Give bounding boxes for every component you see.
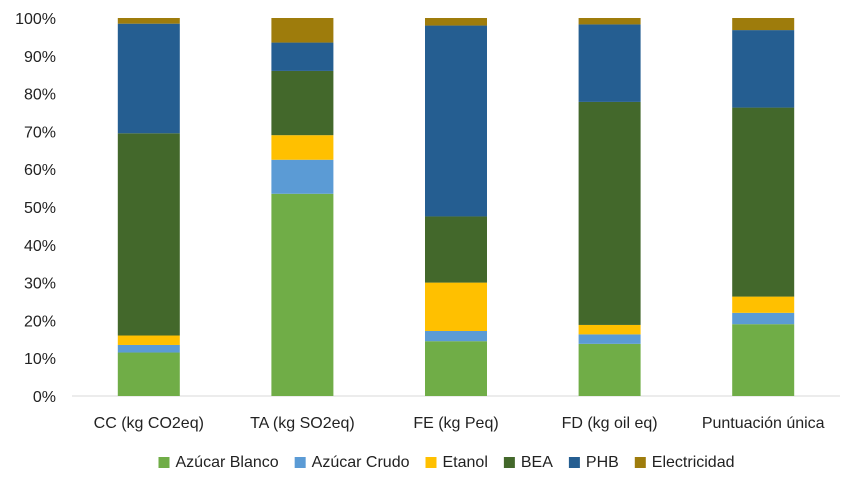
bar-segment: [271, 42, 334, 71]
bar-segment: [271, 70, 334, 136]
bar-stack: [117, 18, 180, 396]
legend-label: Azúcar Blanco: [176, 454, 279, 471]
y-tick-label: 100%: [15, 11, 56, 28]
bar-stack: [425, 18, 487, 396]
bar-segment: [425, 341, 487, 396]
bar-segment: [578, 334, 641, 344]
legend-swatch: [425, 457, 437, 468]
bar-segment: [425, 216, 487, 283]
bar-stack: [271, 18, 334, 396]
bar-segment: [271, 159, 334, 194]
bar-segment: [732, 30, 795, 108]
y-tick-label: 30%: [24, 276, 56, 293]
legend-swatch: [294, 457, 306, 468]
bar-segment: [578, 324, 641, 335]
legend-label: BEA: [521, 454, 553, 471]
y-tick-label: 80%: [24, 87, 56, 104]
bar-segment: [732, 324, 795, 396]
legend-item: Azúcar Crudo: [294, 454, 410, 471]
x-category-label: FD (kg oil eq): [562, 415, 658, 432]
y-tick-label: 70%: [24, 124, 56, 141]
bar-segment: [732, 296, 795, 313]
legend-swatch: [158, 457, 170, 468]
y-axis-tick-labels: 0% 10% 20% 30% 40% 50% 60% 70% 80% 90% 100%: [15, 11, 56, 406]
legend-label: Electricidad: [652, 454, 735, 471]
x-category-label: TA (kg SO2eq): [250, 415, 355, 432]
bar-segment: [117, 133, 180, 336]
legend-item: PHB: [568, 454, 619, 471]
legend-label: Azúcar Crudo: [312, 454, 410, 471]
bar-segment: [578, 24, 641, 102]
bar-segment: [117, 352, 180, 396]
legend-swatch: [634, 457, 646, 468]
legend-item: BEA: [503, 454, 553, 471]
legend-label: PHB: [586, 454, 619, 471]
bar-segment: [425, 25, 487, 217]
y-tick-label: 0%: [33, 389, 56, 406]
bar-segment: [117, 344, 180, 353]
y-tick-label: 60%: [24, 162, 56, 179]
bar-stack: [578, 18, 641, 396]
bar-stack: [732, 18, 795, 396]
bar-segment: [117, 18, 180, 24]
bar-segment: [271, 18, 334, 43]
bar-segment: [117, 335, 180, 345]
x-category-label: CC (kg CO2eq): [94, 415, 204, 432]
y-tick-label: 50%: [24, 200, 56, 217]
bar-segment: [578, 101, 641, 325]
bars-group: [117, 18, 795, 396]
x-category-label: Puntuación única: [702, 415, 825, 432]
bar-segment: [271, 193, 334, 396]
legend-label: Etanol: [443, 454, 488, 471]
bar-segment: [117, 23, 180, 134]
legend-item: Etanol: [425, 454, 488, 471]
bar-segment: [732, 18, 795, 31]
bar-segment: [425, 18, 487, 26]
bar-segment: [425, 330, 487, 342]
legend-swatch: [568, 457, 580, 468]
y-tick-label: 20%: [24, 313, 56, 330]
legend-item: Azúcar Blanco: [158, 454, 279, 471]
x-category-label: FE (kg Peq): [413, 415, 498, 432]
legend-item: Electricidad: [634, 454, 735, 471]
bar-segment: [425, 282, 487, 331]
legend: Azúcar Blanco Azúcar Crudo Etanol BEA PHB Ele…: [158, 454, 735, 471]
x-axis-category-labels: CC (kg CO2eq) TA (kg SO2eq) FE (kg Peq) FD …: [94, 415, 825, 432]
legend-swatch: [503, 457, 515, 468]
bar-segment: [578, 343, 641, 396]
y-tick-label: 40%: [24, 238, 56, 255]
bar-segment: [732, 312, 795, 325]
bar-segment: [732, 107, 795, 297]
y-tick-label: 90%: [24, 49, 56, 66]
y-tick-label: 10%: [24, 351, 56, 368]
bar-segment: [578, 18, 641, 25]
bar-segment: [271, 135, 334, 160]
